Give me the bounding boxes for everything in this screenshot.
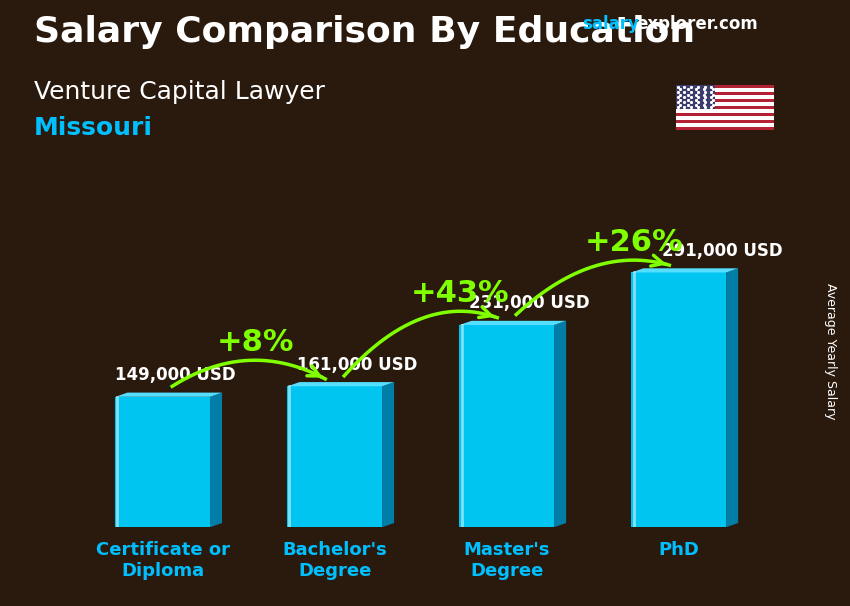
Text: Salary Comparison By Education: Salary Comparison By Education bbox=[34, 15, 695, 49]
Bar bbox=[676, 85, 774, 88]
Text: Missouri: Missouri bbox=[34, 116, 153, 141]
Polygon shape bbox=[460, 321, 566, 325]
Text: Venture Capital Lawyer: Venture Capital Lawyer bbox=[34, 80, 325, 104]
Bar bbox=[676, 113, 774, 116]
Polygon shape bbox=[287, 386, 382, 527]
Text: +26%: +26% bbox=[585, 228, 683, 257]
Text: 161,000 USD: 161,000 USD bbox=[297, 356, 417, 374]
Text: +43%: +43% bbox=[411, 279, 510, 308]
Text: explorer.com: explorer.com bbox=[636, 15, 757, 33]
Polygon shape bbox=[460, 325, 554, 527]
Text: +8%: +8% bbox=[217, 328, 294, 357]
Bar bbox=[676, 88, 774, 92]
Bar bbox=[676, 109, 774, 113]
Polygon shape bbox=[116, 393, 222, 397]
Polygon shape bbox=[632, 273, 726, 527]
Polygon shape bbox=[382, 382, 394, 527]
Polygon shape bbox=[116, 397, 210, 527]
Bar bbox=[676, 106, 774, 109]
Bar bbox=[676, 120, 774, 123]
Bar bbox=[676, 127, 774, 130]
Bar bbox=[676, 85, 715, 109]
Polygon shape bbox=[726, 268, 738, 527]
Text: 231,000 USD: 231,000 USD bbox=[469, 295, 590, 313]
Bar bbox=[676, 102, 774, 106]
Text: Average Yearly Salary: Average Yearly Salary bbox=[824, 283, 837, 420]
Bar bbox=[676, 95, 774, 99]
Text: 149,000 USD: 149,000 USD bbox=[115, 366, 235, 384]
Polygon shape bbox=[287, 382, 394, 386]
Polygon shape bbox=[554, 321, 566, 527]
Polygon shape bbox=[632, 268, 738, 273]
Polygon shape bbox=[210, 393, 222, 527]
Bar bbox=[676, 99, 774, 102]
Bar bbox=[676, 123, 774, 127]
Text: salary: salary bbox=[582, 15, 639, 33]
Text: 291,000 USD: 291,000 USD bbox=[661, 242, 782, 260]
Bar bbox=[676, 116, 774, 120]
Bar bbox=[676, 92, 774, 95]
